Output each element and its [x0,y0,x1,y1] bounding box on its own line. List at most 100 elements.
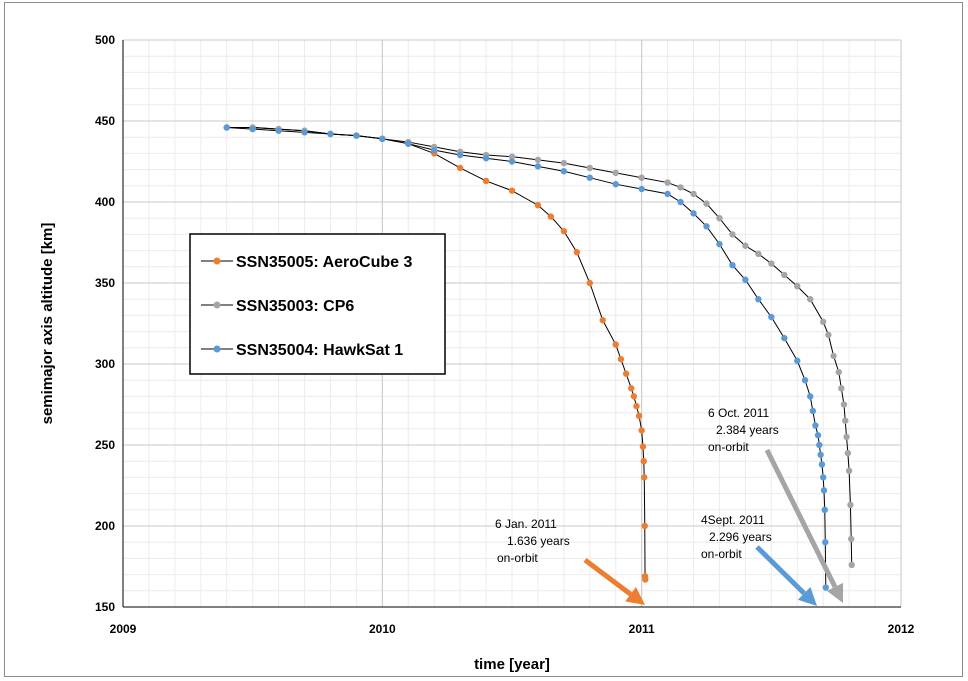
chart-frame: 150 200 250 300 350 400 450 500 2009 2010 2011 201… [4,2,963,677]
data-point [816,441,823,449]
data-point [508,187,516,194]
annotation-layer: 6 Jan. 2011 1.636 years on-orbit 6 Oct. 201… [495,406,844,606]
annotation-text: 6 Oct. 2011 [708,406,769,420]
annotation-text: 1.636 years [507,534,570,548]
data-point [844,449,852,457]
data-point [639,443,647,450]
data-point [482,177,490,185]
data-point [768,313,775,321]
data-point [599,317,606,324]
data-point [845,467,853,475]
data-point [456,151,464,159]
data-point [249,125,256,133]
data-point [703,200,710,207]
data-point [820,318,827,326]
legend-label: SSN35004: HawkSat 1 [236,342,403,359]
x-tick-label: 2009 [110,622,137,636]
axes [122,40,901,608]
legend-swatch-marker [213,257,221,265]
y-tick-label: 350 [95,276,115,290]
altitude-decay-chart: 150 200 250 300 350 400 450 500 2009 2010 2011 201… [39,33,915,673]
annotation-arrow-head [826,582,844,603]
data-point [847,501,854,509]
data-point [405,140,412,147]
legend: SSN35005: AeroCube 3 SSN35003: CP6 SSN3500… [189,233,446,375]
data-point [612,341,619,348]
data-point [641,522,648,530]
data-point [223,124,230,131]
data-point [814,432,822,439]
annotation-1: 6 Jan. 2011 1.636 years on-orbit [495,517,645,605]
data-point [818,461,826,468]
data-point [586,279,593,287]
data-point [641,474,648,481]
data-point [755,296,762,303]
data-point [807,296,814,303]
data-point [560,168,568,175]
data-point [848,535,855,543]
data-point [508,153,516,160]
legend-label: SSN35005: AeroCube 3 [236,254,412,271]
data-point [729,231,736,238]
data-point [534,202,542,209]
legend-item-1: SSN35005: AeroCube 3 [201,254,412,271]
series-layer [223,124,855,591]
data-point [817,451,824,458]
data-point [573,249,581,256]
data-point [755,250,762,258]
data-point [353,132,360,139]
data-point [848,561,855,569]
data-point [482,155,490,162]
data-point [716,240,723,248]
annotation-text: 4Sept. 2011 [701,513,765,527]
annotation-arrow-shaft [764,448,838,588]
data-point [838,385,845,392]
data-point [633,402,640,410]
legend-swatch-marker [213,301,221,309]
data-point [379,135,386,143]
annotation-text: on-orbit [497,551,538,565]
annotation-arrow-shaft [755,545,806,596]
data-point [729,261,736,269]
data-point [716,215,723,222]
series-3 [223,124,829,591]
data-point [825,331,832,339]
y-tick-labels: 150 200 250 300 350 400 450 500 [95,33,115,614]
data-point [586,164,593,172]
data-point [794,357,801,364]
data-point [742,242,749,249]
data-point [664,190,671,198]
data-point [612,169,619,177]
data-point [781,271,788,279]
data-point [690,190,697,198]
data-point [821,506,828,513]
data-point [508,158,516,165]
legend-box [189,233,446,375]
data-point [640,458,647,465]
annotation-text: 6 Jan. 2011 [495,517,557,531]
data-point [703,223,710,230]
data-point [327,130,334,138]
data-point [677,184,684,191]
annotation-3: 4Sept. 2011 2.296 years on-orbit [701,513,817,606]
y-tick-label: 200 [95,519,115,533]
data-point [642,576,649,583]
annotation-text: 2.384 years [716,423,779,437]
annotation-2: 6 Oct. 2011 2.384 years on-orbit [708,406,844,603]
x-axis-title: time [year] [474,656,550,673]
data-point [781,334,788,342]
legend-item-3: SSN35004: HawkSat 1 [201,342,403,359]
data-point [664,179,671,186]
data-point [560,227,568,235]
annotation-arrow-head [797,586,817,606]
data-point [638,427,645,434]
annotation-arrow-head [625,587,645,605]
data-point [638,185,645,193]
data-point [612,180,619,188]
y-tick-label: 400 [95,195,115,209]
y-tick-label: 450 [95,114,115,128]
data-point [560,159,568,167]
data-point [842,417,849,424]
data-point [822,539,829,546]
data-point [534,156,542,164]
